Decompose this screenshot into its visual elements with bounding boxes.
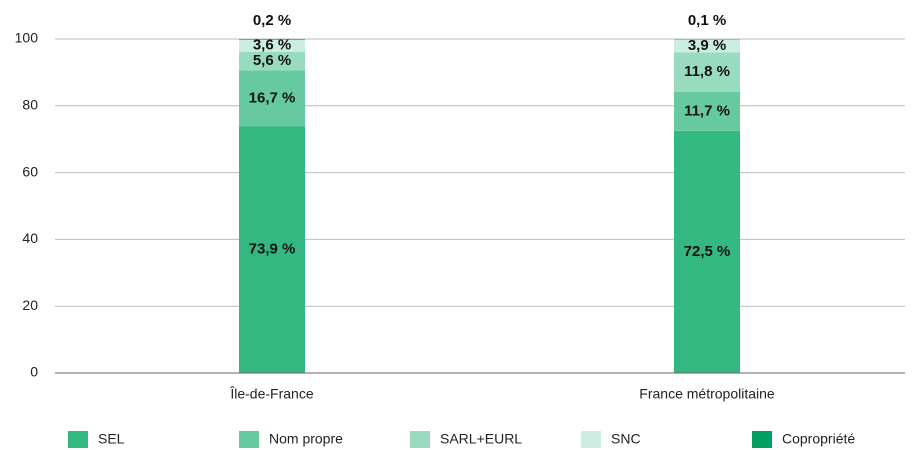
bar-segment	[239, 39, 305, 40]
value-label: 5,6 %	[253, 52, 291, 69]
legend-label: SARL+EURL	[440, 431, 522, 447]
legend-swatch	[410, 431, 430, 448]
value-label: 11,8 %	[684, 63, 730, 80]
bar-segment	[674, 39, 740, 53]
legend-swatch	[239, 431, 259, 448]
legend-swatch	[68, 431, 88, 448]
legend-swatch	[581, 431, 601, 448]
value-label: 11,7 %	[684, 102, 730, 119]
value-label: 72,5 %	[684, 243, 731, 260]
value-label: 3,6 %	[253, 37, 291, 54]
y-tick-label: 80	[22, 97, 38, 113]
legend-label: SNC	[611, 431, 641, 447]
legend-label: Nom propre	[269, 431, 343, 447]
value-label: 0,2 %	[253, 12, 291, 29]
bar-segment	[239, 70, 305, 127]
bar-segment	[674, 52, 740, 92]
value-label: 73,9 %	[249, 241, 296, 258]
bar-segment	[239, 126, 305, 373]
bar-segment	[239, 51, 305, 71]
legend-label: SEL	[98, 431, 125, 447]
y-tick-label: 100	[15, 30, 39, 46]
legend-label: Copropriété	[782, 431, 855, 447]
legend-swatch	[752, 431, 772, 448]
y-tick-label: 40	[22, 230, 38, 246]
bar-segment	[674, 130, 740, 373]
bar-segment	[674, 91, 740, 131]
value-label: 0,1 %	[688, 12, 726, 29]
x-tick-label: France métropolitaine	[639, 386, 775, 402]
x-tick-label: Île-de-France	[229, 386, 313, 402]
value-label: 16,7 %	[249, 89, 296, 106]
y-tick-label: 20	[22, 297, 38, 313]
bar-segment	[239, 39, 305, 52]
value-label: 3,9 %	[688, 37, 726, 54]
y-tick-label: 0	[30, 364, 38, 380]
y-tick-label: 60	[22, 163, 38, 179]
